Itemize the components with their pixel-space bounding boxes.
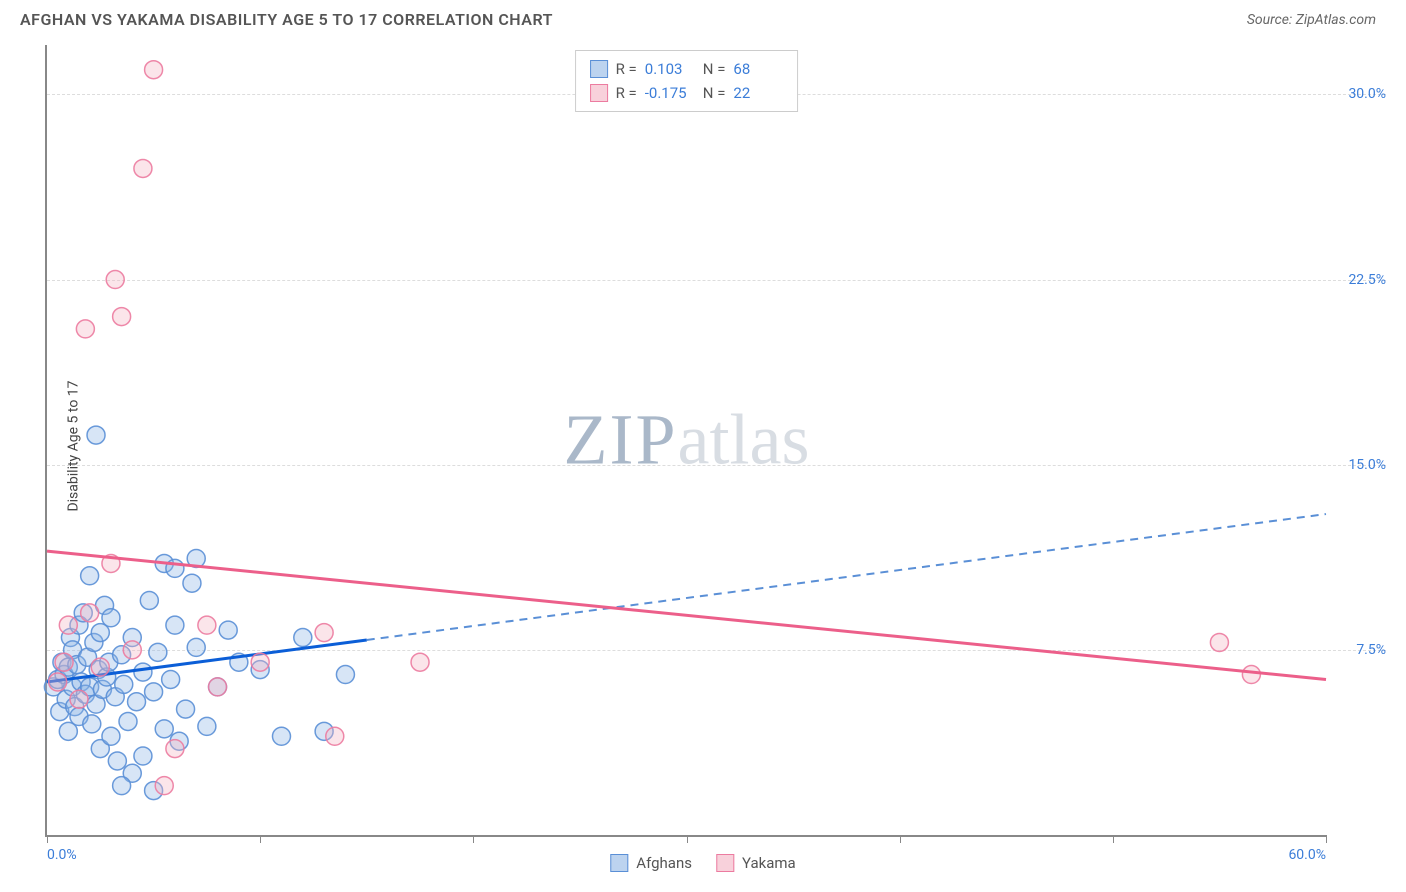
scatter-point: [123, 641, 141, 659]
scatter-point: [55, 653, 73, 671]
legend-r-label: R =: [616, 57, 637, 81]
scatter-point: [108, 752, 126, 770]
scatter-point: [134, 663, 152, 681]
x-tick: [260, 835, 261, 843]
scatter-point: [1210, 633, 1228, 651]
legend-swatch: [610, 854, 628, 872]
legend-swatch: [716, 854, 734, 872]
scatter-point: [140, 591, 158, 609]
scatter-point: [87, 426, 105, 444]
x-tick: [47, 835, 48, 843]
scatter-plot-svg: [47, 45, 1326, 835]
scatter-point: [1242, 666, 1260, 684]
x-tick: [1326, 835, 1327, 843]
scatter-point: [81, 567, 99, 585]
y-tick-label: 15.0%: [1348, 457, 1386, 473]
trend-line-dashed: [367, 514, 1326, 640]
legend-swatch: [590, 84, 608, 102]
legend-row: R = -0.175 N = 22: [590, 81, 784, 105]
scatter-point: [187, 638, 205, 656]
legend-n-value: 68: [733, 57, 783, 81]
scatter-point: [155, 777, 173, 795]
scatter-point: [183, 574, 201, 592]
x-tick: [473, 835, 474, 843]
scatter-point: [149, 643, 167, 661]
scatter-point: [251, 653, 269, 671]
legend-label: Afghans: [636, 854, 692, 872]
y-tick-label: 30.0%: [1348, 86, 1386, 102]
scatter-point: [113, 308, 131, 326]
correlation-legend: R = 0.103 N = 68 R = -0.175 N = 22: [575, 50, 799, 112]
legend-n-label: N =: [703, 81, 726, 105]
scatter-point: [145, 683, 163, 701]
source-attribution: Source: ZipAtlas.com: [1247, 12, 1376, 28]
scatter-point: [294, 629, 312, 647]
scatter-point: [119, 712, 137, 730]
scatter-point: [134, 159, 152, 177]
x-tick-label: 60.0%: [1288, 847, 1326, 863]
scatter-point: [198, 616, 216, 634]
scatter-point: [272, 727, 290, 745]
scatter-point: [91, 658, 109, 676]
series-legend: Afghans Yakama: [610, 854, 795, 872]
legend-item: Yakama: [716, 854, 796, 872]
legend-r-label: R =: [616, 81, 637, 105]
x-tick: [1113, 835, 1114, 843]
legend-r-value: -0.175: [645, 81, 695, 105]
legend-swatch: [590, 60, 608, 78]
scatter-point: [49, 673, 67, 691]
scatter-point: [70, 690, 88, 708]
scatter-point: [315, 624, 333, 642]
x-tick: [900, 835, 901, 843]
scatter-point: [113, 777, 131, 795]
legend-row: R = 0.103 N = 68: [590, 57, 784, 81]
scatter-point: [59, 616, 77, 634]
scatter-point: [145, 61, 163, 79]
scatter-point: [115, 675, 133, 693]
scatter-point: [155, 720, 173, 738]
legend-label: Yakama: [742, 854, 796, 872]
scatter-point: [102, 609, 120, 627]
scatter-point: [166, 616, 184, 634]
scatter-point: [177, 700, 195, 718]
y-tick-label: 22.5%: [1348, 272, 1386, 288]
scatter-point: [326, 727, 344, 745]
scatter-point: [76, 320, 94, 338]
legend-item: Afghans: [610, 854, 692, 872]
scatter-point: [162, 670, 180, 688]
scatter-point: [411, 653, 429, 671]
scatter-point: [209, 678, 227, 696]
scatter-point: [102, 727, 120, 745]
scatter-point: [83, 715, 101, 733]
x-tick-label: 0.0%: [47, 847, 77, 863]
scatter-point: [134, 747, 152, 765]
chart-title: AFGHAN VS YAKAMA DISABILITY AGE 5 TO 17 …: [20, 10, 553, 29]
scatter-point: [128, 693, 146, 711]
x-tick: [687, 835, 688, 843]
legend-n-value: 22: [733, 81, 783, 105]
scatter-point: [81, 604, 99, 622]
scatter-point: [198, 717, 216, 735]
scatter-point: [219, 621, 237, 639]
scatter-point: [106, 271, 124, 289]
legend-r-value: 0.103: [645, 57, 695, 81]
scatter-point: [336, 666, 354, 684]
chart-plot-area: ZIPatlas R =0.103N =68R =-0.175N =22 7.5…: [45, 45, 1326, 837]
scatter-point: [166, 740, 184, 758]
y-tick-label: 7.5%: [1356, 642, 1386, 658]
legend-n-label: N =: [703, 57, 726, 81]
